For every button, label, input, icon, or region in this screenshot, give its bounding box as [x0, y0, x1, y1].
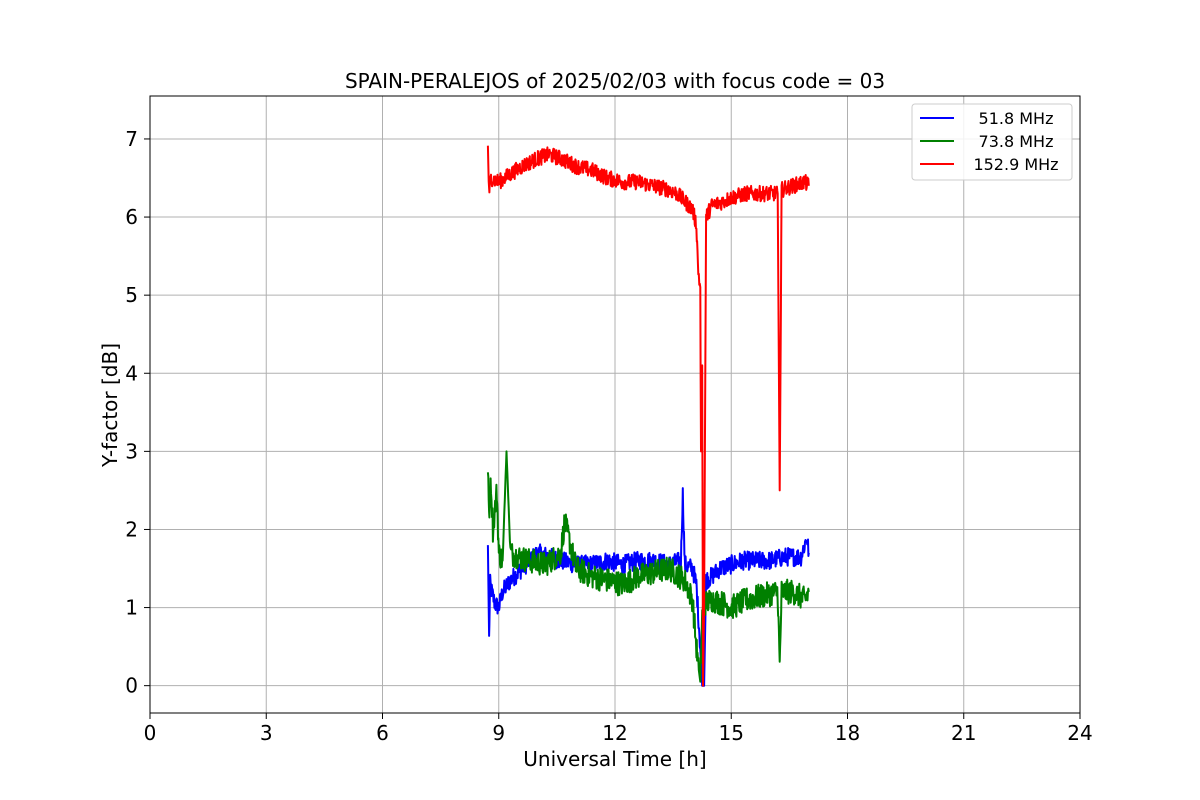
y-tick-label: 2: [125, 517, 138, 541]
x-tick-label: 15: [719, 721, 744, 745]
x-tick-label: 3: [260, 721, 273, 745]
legend-label-0: 51.8 MHz: [979, 109, 1054, 128]
series-group: [486, 145, 810, 687]
y-tick-label: 6: [125, 205, 138, 229]
x-axis-title: Universal Time [h]: [523, 747, 706, 771]
series-line-1: [486, 450, 810, 683]
legend-label-2: 152.9 MHz: [973, 155, 1058, 174]
x-tick-label: 6: [376, 721, 389, 745]
y-tick-label: 7: [125, 127, 138, 151]
chart-title: SPAIN-PERALEJOS of 2025/02/03 with focus…: [345, 69, 885, 93]
x-tick-label: 18: [835, 721, 860, 745]
x-tick-label: 0: [144, 721, 157, 745]
y-tick-label: 3: [125, 439, 138, 463]
x-tick-label: 21: [951, 721, 976, 745]
y-tick-label: 1: [125, 596, 138, 620]
legend-box: [911, 103, 1073, 181]
y-tick-label: 0: [125, 674, 138, 698]
x-tick-label: 9: [492, 721, 505, 745]
series-line-2: [486, 145, 810, 687]
y-axis-title: Y-factor [dB]: [98, 343, 122, 468]
legend-label-1: 73.8 MHz: [979, 132, 1054, 151]
legend: 51.8 MHz 73.8 MHz 152.9 MHz: [911, 103, 1073, 181]
y-tick-label: 5: [125, 283, 138, 307]
x-tick-label: 24: [1067, 721, 1092, 745]
y-tick-label: 4: [125, 361, 138, 385]
x-tick-label: 12: [602, 721, 627, 745]
